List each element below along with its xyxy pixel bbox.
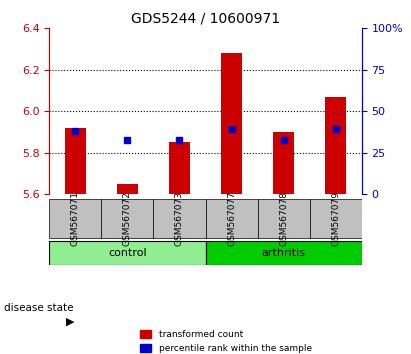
Bar (117, 184, 138, 194)
FancyBboxPatch shape (206, 199, 258, 239)
Text: GSM567072: GSM567072 (123, 192, 132, 246)
Legend: transformed count, percentile rank within the sample: transformed count, percentile rank withi… (137, 327, 315, 354)
Text: GSM567073: GSM567073 (175, 192, 184, 246)
Text: GSM567079: GSM567079 (331, 192, 340, 246)
Text: ▶: ▶ (66, 317, 74, 327)
Bar (169, 142, 190, 194)
Text: GSM567071: GSM567071 (71, 192, 80, 246)
FancyBboxPatch shape (49, 199, 102, 239)
Text: GSM567078: GSM567078 (279, 192, 288, 246)
Title: GDS5244 / 10600971: GDS5244 / 10600971 (131, 12, 280, 26)
FancyBboxPatch shape (102, 199, 153, 239)
FancyBboxPatch shape (206, 241, 362, 266)
Bar (325, 97, 346, 194)
Bar (65, 128, 86, 194)
Bar (273, 132, 294, 194)
Text: GSM567077: GSM567077 (227, 192, 236, 246)
Text: control: control (108, 248, 147, 258)
FancyBboxPatch shape (49, 241, 206, 266)
Text: arthritis: arthritis (261, 248, 306, 258)
FancyBboxPatch shape (258, 199, 309, 239)
Text: disease state: disease state (4, 303, 74, 313)
Bar (221, 53, 242, 194)
FancyBboxPatch shape (153, 199, 206, 239)
FancyBboxPatch shape (309, 199, 362, 239)
